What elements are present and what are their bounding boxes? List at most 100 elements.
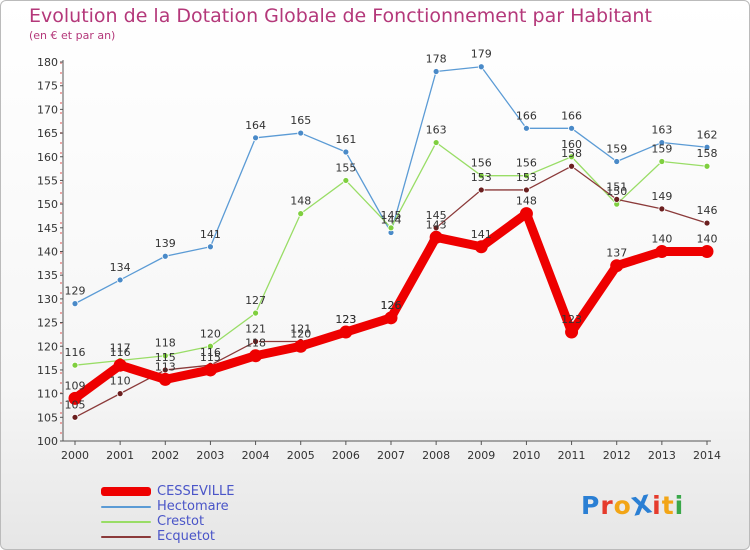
data-label-crestot: 160 (561, 138, 582, 151)
x-tick-label: 2009 (467, 449, 495, 462)
data-label-ecquetot: 149 (651, 190, 672, 203)
data-label-crestot: 117 (110, 341, 131, 354)
data-label-crestot: 118 (155, 337, 176, 350)
data-label-ecquetot: 126 (381, 299, 402, 312)
data-label-hectomare: 179 (471, 48, 492, 61)
data-label-cesseville: 137 (606, 247, 627, 260)
data-point-crestot (207, 342, 214, 350)
data-point-cesseville (339, 325, 353, 339)
x-tick-label: 2001 (106, 449, 134, 462)
x-tick-label: 2013 (648, 449, 676, 462)
y-tick-label: 180 (37, 56, 58, 69)
data-label-hectomare: 139 (155, 237, 176, 250)
data-point-ecquetot (568, 162, 575, 170)
data-point-cesseville (203, 363, 217, 377)
data-label-crestot: 120 (200, 327, 221, 340)
data-point-ecquetot (71, 413, 79, 421)
data-label-cesseville: 123 (561, 313, 582, 326)
x-tick-label: 2005 (287, 449, 315, 462)
data-point-cesseville (158, 372, 172, 386)
data-label-cesseville: 116 (110, 346, 131, 359)
logo-letter: t (661, 491, 675, 520)
y-tick-label: 120 (37, 340, 58, 353)
x-tick-label: 2014 (693, 449, 721, 462)
data-point-hectomare (613, 158, 621, 165)
chart-subtitle: (en € et par an) (29, 29, 116, 42)
logo-letter: r (600, 491, 614, 520)
y-tick-label: 170 (37, 103, 58, 116)
data-label-cesseville: 109 (65, 379, 86, 392)
data-point-ecquetot (523, 186, 530, 194)
data-label-crestot: 150 (606, 185, 627, 198)
x-tick-label: 2000 (61, 449, 89, 462)
data-point-hectomare (342, 148, 350, 156)
proxiti-logo: ProXiti (581, 489, 684, 522)
data-point-hectomare (161, 252, 169, 260)
data-label-ecquetot: 110 (110, 375, 131, 388)
legend-item: Ecquetot (101, 529, 234, 544)
data-point-hectomare (477, 63, 485, 71)
data-label-crestot: 145 (381, 209, 402, 222)
y-tick-label: 135 (37, 269, 58, 282)
y-tick-label: 125 (37, 317, 58, 330)
data-point-cesseville (429, 230, 443, 244)
data-point-ecquetot (658, 205, 666, 213)
data-label-cesseville: 126 (381, 299, 402, 312)
data-label-crestot: 156 (471, 157, 492, 170)
data-label-cesseville: 143 (426, 218, 447, 231)
x-tick-label: 2007 (377, 449, 405, 462)
data-label-hectomare: 165 (290, 114, 311, 127)
data-label-crestot: 116 (65, 346, 86, 359)
y-tick-label: 160 (37, 151, 58, 164)
data-label-hectomare: 166 (516, 109, 537, 122)
x-tick-label: 2011 (558, 449, 586, 462)
data-label-ecquetot: 153 (471, 171, 492, 184)
data-point-cesseville (565, 325, 579, 339)
data-label-hectomare: 129 (65, 285, 86, 298)
legend-swatch (101, 535, 151, 538)
legend-item: Hectomare (101, 499, 234, 514)
data-point-crestot (477, 172, 485, 180)
legend-label: Ecquetot (157, 529, 215, 544)
y-tick-label: 105 (37, 411, 58, 424)
data-label-ecquetot: 121 (245, 323, 266, 336)
data-label-crestot: 156 (516, 157, 537, 170)
legend-label: CESSEVILLE (157, 484, 235, 499)
data-label-ecquetot: 105 (65, 398, 86, 411)
data-point-crestot (387, 224, 395, 232)
legend-swatch (101, 520, 151, 523)
y-tick-label: 100 (37, 435, 58, 448)
data-label-crestot: 155 (335, 161, 356, 174)
y-tick-label: 150 (37, 198, 58, 211)
data-point-cesseville (700, 245, 714, 258)
data-label-hectomare: 134 (110, 261, 131, 274)
data-point-cesseville (249, 349, 263, 363)
data-point-cesseville (610, 259, 624, 273)
data-point-cesseville (474, 240, 488, 254)
x-tick-label: 2004 (242, 449, 270, 462)
chart-title: Evolution de la Dotation Globale de Fonc… (29, 5, 652, 27)
data-label-ecquetot: 146 (697, 204, 718, 217)
y-tick-label: 175 (37, 80, 58, 93)
data-label-ecquetot: 153 (516, 171, 537, 184)
data-point-hectomare (523, 124, 530, 132)
data-label-ecquetot: 151 (606, 180, 627, 193)
legend-item: Crestot (101, 514, 234, 529)
data-point-hectomare (207, 243, 214, 251)
logo-letter: i (652, 491, 662, 520)
data-label-ecquetot: 158 (561, 147, 582, 160)
x-tick-label: 2006 (332, 449, 360, 462)
data-label-cesseville: 140 (651, 233, 672, 246)
logo-letter: X (629, 489, 655, 522)
legend-label: Crestot (157, 514, 205, 529)
data-point-cesseville (655, 245, 669, 258)
y-tick-label: 115 (37, 364, 58, 377)
data-label-crestot: 159 (651, 142, 672, 155)
data-point-hectomare (568, 124, 575, 132)
legend-swatch (101, 487, 151, 496)
data-point-hectomare (297, 129, 305, 137)
data-point-crestot (658, 158, 666, 165)
chart-legend: CESSEVILLE Hectomare Crestot Ecquetot (101, 484, 234, 544)
